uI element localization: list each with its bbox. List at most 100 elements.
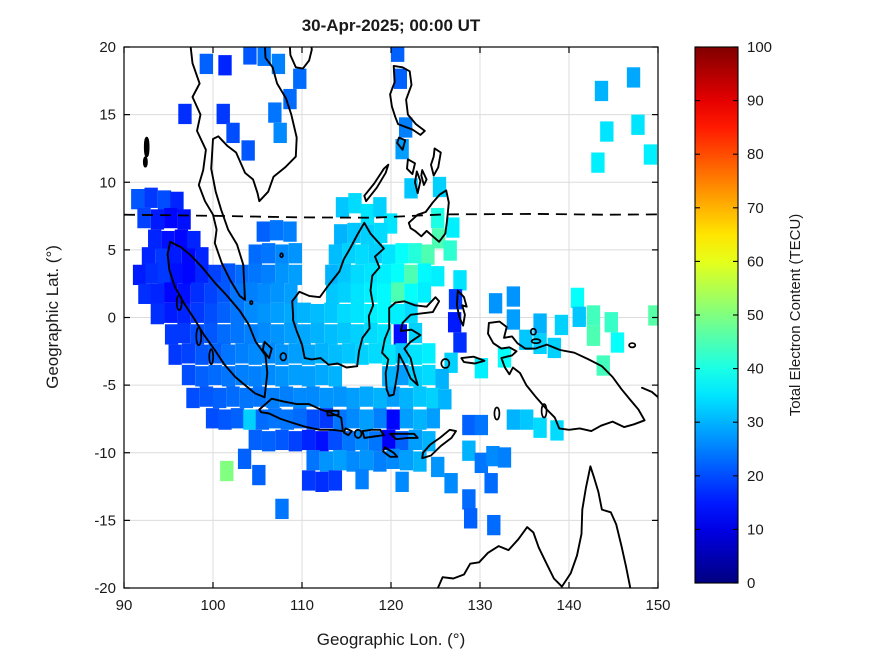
tec-cell [218, 409, 232, 430]
tec-cell [360, 224, 375, 245]
tec-cell [275, 366, 289, 387]
axis-tick-labels-layer: 90 100 110 120 130 140 150 -20 -15 -10 -5 0 5 10 15 20 [94, 39, 670, 614]
tec-cell [373, 408, 387, 429]
y-tick-label: 0 [108, 310, 116, 327]
tec-cell [591, 152, 605, 173]
tec-cell [230, 303, 245, 325]
tec-cell [337, 303, 351, 325]
tec-cell [399, 408, 414, 429]
colorbar-tick-label: 10 [747, 521, 764, 538]
tec-cell [377, 264, 391, 286]
tec-cell [413, 386, 427, 407]
tec-cell [391, 263, 405, 284]
tec-cell [359, 450, 374, 471]
y-tick-label: -15 [94, 512, 116, 529]
panay-coastline [406, 158, 416, 176]
tec-cell [408, 429, 423, 451]
y-tick-label: -5 [103, 377, 116, 394]
tec-cell [186, 387, 200, 409]
tec-cell [333, 409, 347, 430]
tec-cell [306, 386, 320, 407]
tec-cell [426, 387, 440, 409]
tec-cell [328, 344, 343, 365]
tec-cell [181, 248, 196, 269]
tec-cell [217, 324, 231, 345]
small-island [628, 342, 637, 349]
tec-cell [244, 302, 258, 323]
tec-cell [256, 221, 270, 242]
tec-cell [195, 366, 209, 387]
tec-cell [373, 197, 387, 218]
tec-cell [266, 387, 280, 409]
tec-cell [346, 387, 360, 409]
tec-cell [404, 264, 418, 286]
x-tick-label: 100 [200, 597, 225, 614]
mindanao-coastline [407, 189, 450, 243]
tec-cell [190, 282, 205, 303]
tec-cell [648, 305, 658, 326]
tec-cell [421, 244, 435, 265]
tec-cell [533, 417, 547, 438]
tec-cell [360, 203, 375, 225]
tec-cell [395, 243, 409, 264]
tec-cell [417, 263, 432, 284]
colorbar-tick-label: 20 [747, 468, 764, 485]
small-island [279, 352, 288, 362]
tec-cell [382, 244, 396, 265]
tec-cell [431, 228, 446, 249]
colorbar-tick-label: 70 [747, 200, 764, 217]
tec-cell [208, 343, 222, 364]
tec-cell [275, 429, 289, 451]
tec-cell [444, 473, 458, 494]
tec-cell [131, 189, 145, 210]
tec-cell [386, 386, 400, 407]
negros-coastline [414, 170, 422, 195]
tec-cell [586, 305, 601, 326]
tec-cell [600, 121, 614, 142]
tec-cell [150, 303, 165, 325]
tec-cell [288, 364, 302, 386]
tec-cell [226, 386, 240, 407]
tec-cell [271, 53, 286, 75]
tec-cell [306, 450, 320, 471]
tec-cell [168, 344, 182, 365]
tec-cell [417, 282, 432, 303]
tec-cell [190, 302, 205, 323]
tec-cell [393, 68, 408, 89]
tec-cell [386, 448, 400, 469]
tec-cell [315, 471, 329, 492]
tec-cell [355, 429, 369, 451]
tec-cell [199, 386, 213, 407]
tec-cell [261, 264, 276, 286]
sulawesi-coastline [381, 296, 441, 397]
x-tick-label: 150 [645, 597, 670, 614]
indochina-malay-coastline [189, 47, 298, 301]
tec-cell [248, 263, 262, 284]
tec-cell [333, 386, 347, 407]
tec-cell [230, 408, 245, 429]
tec-cell [177, 209, 191, 230]
tec-cell [177, 303, 191, 325]
tec-cell [283, 221, 297, 242]
tec-cell [399, 450, 414, 471]
tec-cell [395, 471, 409, 492]
mindoro-coastline [396, 136, 407, 151]
y-tick-label: 15 [99, 107, 116, 124]
colorbar-tick-label: 80 [747, 146, 764, 163]
tec-cell [270, 302, 285, 323]
small-island [208, 348, 215, 366]
tec-cell [506, 309, 521, 330]
tec-cell [488, 293, 503, 314]
tec-cell [293, 68, 307, 89]
tec-cell [506, 286, 521, 307]
tec-cell [462, 414, 476, 436]
cebu-coastline [420, 169, 428, 186]
x-tick-label: 120 [378, 597, 403, 614]
coastlines-layer [142, 47, 658, 588]
small-island [353, 428, 363, 439]
tec-cell [164, 207, 178, 229]
tec-cell [150, 209, 165, 230]
tec-cell [347, 222, 361, 244]
madura-coastline [325, 409, 340, 417]
tec-cell [377, 324, 391, 345]
